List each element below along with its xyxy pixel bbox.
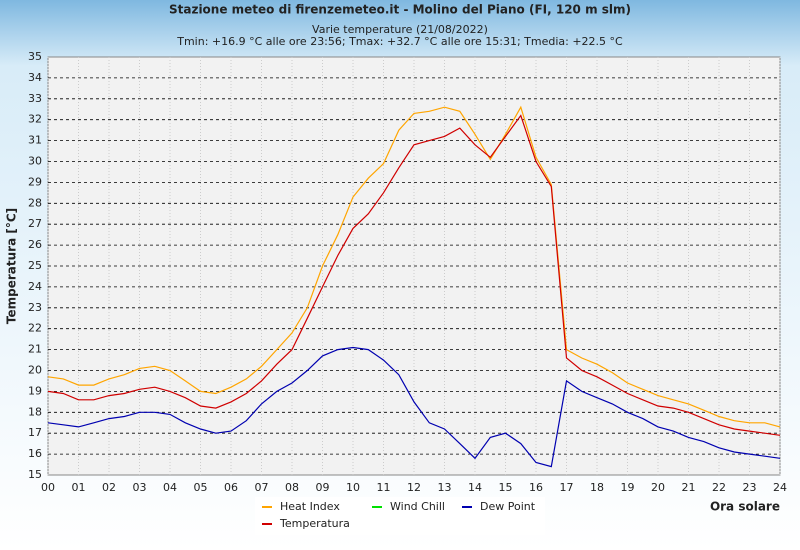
y-tick-label: 24 bbox=[28, 280, 42, 293]
series-line bbox=[47, 114, 781, 436]
y-tick-label: 34 bbox=[28, 71, 42, 84]
x-tick-label: 05 bbox=[194, 481, 208, 494]
x-tick-label: 09 bbox=[316, 481, 330, 494]
x-tick-label: 19 bbox=[621, 481, 635, 494]
x-tick-label: 04 bbox=[163, 481, 177, 494]
x-tick-label: 06 bbox=[224, 481, 238, 494]
y-axis-label: Temperatura [°C] bbox=[5, 208, 19, 324]
x-tick-label: 12 bbox=[407, 481, 421, 494]
x-tick-label: 15 bbox=[499, 481, 513, 494]
y-tick-label: 20 bbox=[28, 364, 42, 377]
series-line bbox=[47, 346, 781, 468]
series-line bbox=[47, 105, 781, 428]
y-tick-label: 29 bbox=[28, 175, 42, 188]
y-tick-label: 22 bbox=[28, 322, 42, 335]
y-tick-label: 23 bbox=[28, 301, 42, 314]
x-tick-label: 11 bbox=[377, 481, 391, 494]
y-tick-label: 32 bbox=[28, 113, 42, 126]
x-tick-label: 08 bbox=[285, 481, 299, 494]
x-tick-label: 23 bbox=[743, 481, 757, 494]
x-tick-label: 00 bbox=[41, 481, 55, 494]
x-tick-label: 07 bbox=[255, 481, 269, 494]
x-tick-label: 16 bbox=[529, 481, 543, 494]
y-tick-label: 19 bbox=[28, 384, 42, 397]
x-tick-label: 14 bbox=[468, 481, 482, 494]
chart-title: Stazione meteo di firenzemeteo.it - Moli… bbox=[169, 3, 631, 17]
legend-label: Temperatura bbox=[279, 517, 350, 530]
y-tick-label: 27 bbox=[28, 217, 42, 230]
legend-label: Dew Point bbox=[480, 500, 536, 513]
y-tick-label: 17 bbox=[28, 426, 42, 439]
y-tick-label: 25 bbox=[28, 259, 42, 272]
x-tick-label: 20 bbox=[651, 481, 665, 494]
y-tick-label: 35 bbox=[28, 50, 42, 63]
y-tick-label: 15 bbox=[28, 468, 42, 481]
y-tick-label: 31 bbox=[28, 134, 42, 147]
legend-label: Wind Chill bbox=[390, 500, 445, 513]
legend-label: Heat Index bbox=[280, 500, 340, 513]
x-tick-label: 03 bbox=[133, 481, 147, 494]
legend bbox=[255, 497, 545, 535]
x-axis-label: Ora solare bbox=[710, 500, 780, 514]
subtitle: Varie temperature (21/08/2022) bbox=[312, 23, 488, 36]
x-tick-label: 01 bbox=[72, 481, 86, 494]
x-tick-label: 22 bbox=[712, 481, 726, 494]
x-tick-label: 17 bbox=[560, 481, 574, 494]
x-tick-label: 02 bbox=[102, 481, 116, 494]
y-tick-label: 26 bbox=[28, 238, 42, 251]
y-tick-label: 30 bbox=[28, 155, 42, 168]
x-tick-label: 21 bbox=[682, 481, 696, 494]
y-tick-label: 21 bbox=[28, 343, 42, 356]
x-tick-label: 13 bbox=[438, 481, 452, 494]
y-tick-label: 18 bbox=[28, 405, 42, 418]
y-tick-label: 16 bbox=[28, 447, 42, 460]
y-tick-label: 33 bbox=[28, 92, 42, 105]
x-tick-label: 18 bbox=[590, 481, 604, 494]
x-tick-label: 10 bbox=[346, 481, 360, 494]
y-tick-label: 28 bbox=[28, 196, 42, 209]
x-tick-label: 24 bbox=[773, 481, 787, 494]
subtitle: Tmin: +16.9 °C alle ore 23:56; Tmax: +32… bbox=[176, 35, 623, 48]
